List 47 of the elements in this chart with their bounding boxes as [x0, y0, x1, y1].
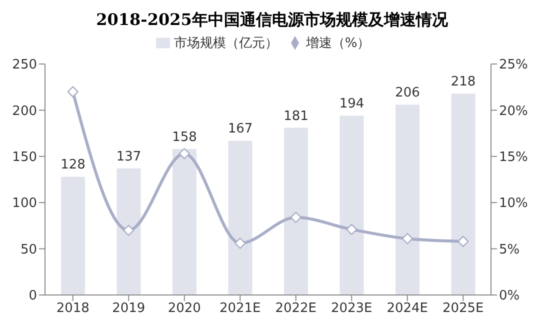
y2-tick-label: 20%	[499, 104, 528, 119]
bar	[172, 149, 196, 295]
bar	[228, 140, 252, 295]
data-label: 158	[172, 130, 197, 146]
point	[346, 224, 358, 235]
y2-tick-label: 25%	[499, 58, 528, 73]
bar	[340, 116, 364, 295]
data-label: 137	[116, 149, 142, 164]
y2-tick-label: 15%	[499, 150, 528, 166]
x-tick-label: 2020	[168, 301, 201, 316]
bar	[451, 94, 476, 295]
y-tick-label: 150	[12, 150, 37, 166]
x-tick-label: 2022E	[275, 301, 317, 316]
bar	[284, 128, 308, 295]
y-tick-label: 0	[28, 288, 37, 304]
legend-label: 增速（%）	[306, 36, 370, 51]
point	[402, 233, 413, 244]
point	[178, 148, 190, 160]
point	[123, 224, 134, 236]
data-label: 167	[228, 122, 253, 137]
y-tick-label: 50	[20, 242, 37, 258]
x-tick-label: 2024E	[386, 301, 428, 316]
bar	[396, 104, 420, 295]
point	[290, 212, 302, 223]
y-tick-label: 100	[12, 196, 37, 212]
data-label: 218	[450, 74, 476, 90]
x-tick-label: 2021E	[219, 301, 261, 316]
point	[234, 238, 246, 249]
y2-tick-label: 0%	[499, 288, 520, 304]
x-tick-label: 2018	[56, 301, 90, 316]
y-tick-label: 250	[12, 58, 37, 73]
y-tick-label: 200	[12, 104, 37, 119]
y2-tick-label: 10%	[499, 196, 528, 212]
y2-tick-label: 5%	[499, 242, 520, 258]
x-tick-label: 2023E	[330, 301, 372, 316]
data-label: 128	[60, 158, 86, 173]
point	[458, 236, 469, 248]
point	[67, 86, 78, 98]
data-label: 194	[339, 96, 364, 112]
bar	[116, 168, 141, 295]
x-tick-label: 2025E	[442, 301, 484, 316]
data-label: 206	[395, 86, 420, 101]
data-label: 181	[284, 108, 308, 124]
x-tick-label: 2019	[112, 301, 146, 316]
chart-title: 2018-2025年中国通信电源市场规模及增速情况	[95, 10, 449, 31]
bar	[61, 176, 85, 295]
legend-label: 市场规模（亿元）	[174, 36, 278, 51]
